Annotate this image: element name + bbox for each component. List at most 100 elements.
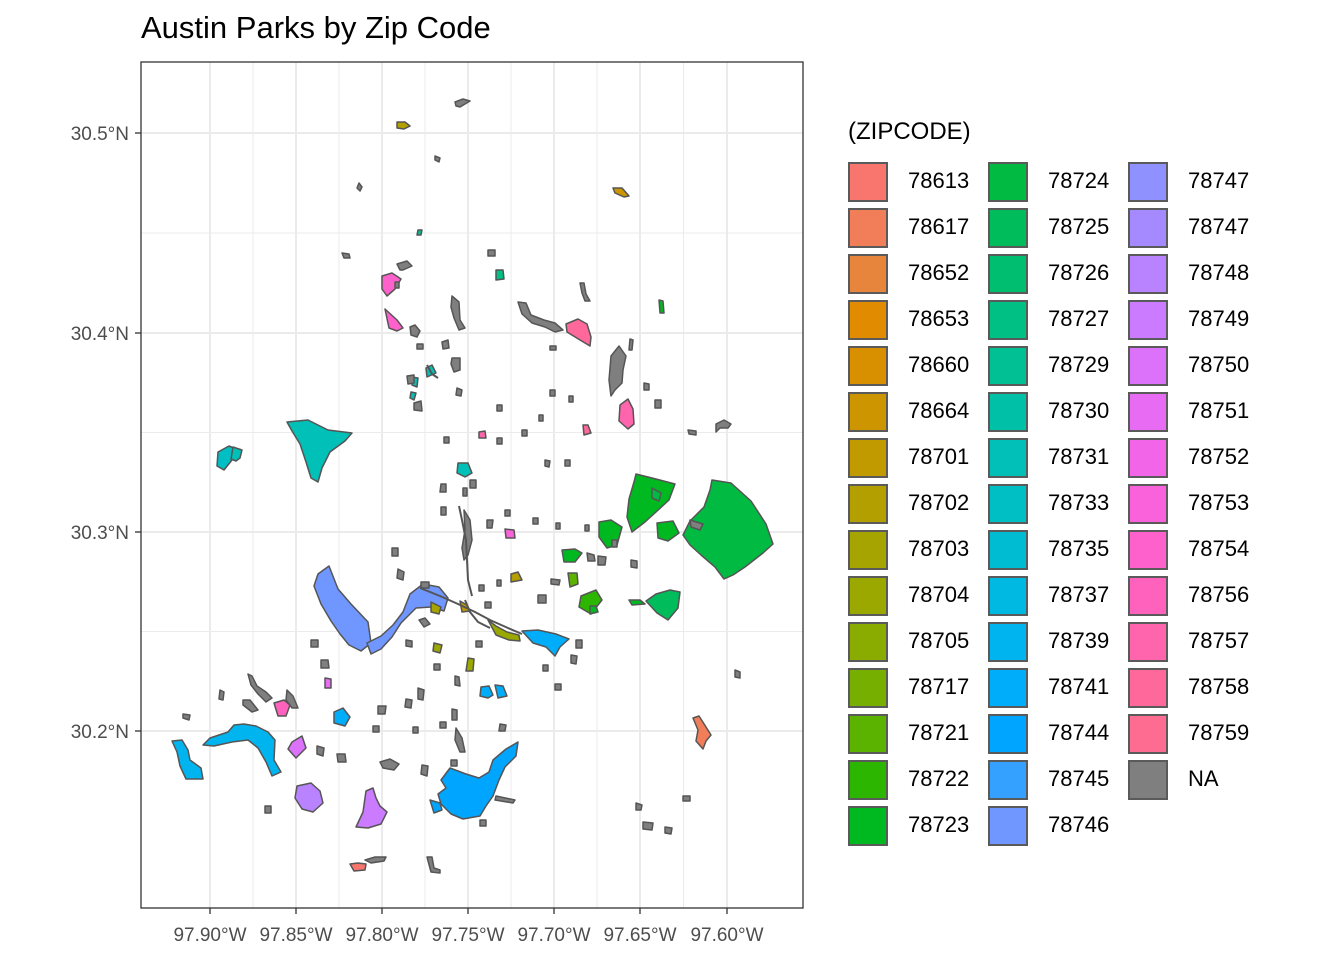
legend-key-swatch (848, 759, 888, 800)
legend-label: 78702 (908, 490, 970, 515)
legend-key-swatch (1128, 575, 1168, 616)
legend-label: 78748 (1188, 260, 1250, 285)
park-polygon (434, 155, 441, 163)
legend-label: 78617 (908, 214, 970, 239)
park-polygon (396, 260, 413, 271)
x-tick-label: 97.60°W (690, 925, 763, 946)
park-polygon (532, 517, 539, 525)
park-polygon (561, 548, 583, 563)
legend-key-swatch (848, 207, 888, 248)
park-polygon (504, 528, 516, 539)
legend-label: 78704 (908, 582, 970, 607)
park-polygon (555, 522, 561, 530)
park-polygon (628, 338, 634, 351)
legend-item: 78705 (848, 618, 988, 664)
park-polygon (597, 555, 607, 566)
park-polygon (313, 565, 372, 652)
park-polygon (418, 617, 431, 628)
legend-item: 78702 (848, 480, 988, 526)
legend-item: 78759 (1128, 710, 1268, 756)
legend-item: 78653 (848, 296, 988, 342)
park-polygon (202, 723, 282, 777)
park-polygon (554, 683, 562, 691)
panel-border (140, 61, 804, 909)
park-polygon (432, 642, 443, 654)
legend-item: 78725 (988, 204, 1128, 250)
legend-label: 78758 (1188, 674, 1250, 699)
park-polygon (433, 663, 441, 671)
park-polygon (287, 735, 307, 759)
legend-item: 78758 (1128, 664, 1268, 710)
y-axis: 30.5°N 30.4°N 30.3°N 30.2°N (71, 124, 141, 743)
legend-key-swatch (1128, 207, 1168, 248)
park-polygon (462, 487, 468, 497)
legend-item: 78733 (988, 480, 1128, 526)
x-tick-label: 97.65°W (603, 925, 676, 946)
legend-label: 78752 (1188, 444, 1250, 469)
park-polygon (504, 509, 511, 517)
park-polygon (521, 629, 570, 657)
park-polygon (612, 187, 630, 198)
legend-key-swatch (1128, 759, 1168, 800)
legend-key-swatch (848, 575, 888, 616)
park-polygon (654, 399, 662, 409)
park-polygon (420, 764, 429, 777)
park-polygon (366, 583, 449, 655)
park-polygon (565, 318, 592, 347)
park-polygon (456, 462, 473, 478)
river-trail-line (458, 505, 473, 597)
legend-key-swatch (988, 253, 1028, 294)
park-polygon (454, 675, 461, 687)
legend-label: 78723 (908, 812, 970, 837)
legend-label: 78653 (908, 306, 970, 331)
park-polygon (478, 430, 487, 439)
park-polygon (589, 605, 599, 615)
park-polygon (608, 345, 627, 397)
legend-label: 78750 (1188, 352, 1250, 377)
park-polygon (310, 639, 319, 648)
legend-label: 78739 (1048, 628, 1110, 653)
park-polygon (544, 459, 551, 468)
legend-item: 78748 (1128, 250, 1268, 296)
park-polygon (384, 308, 404, 332)
park-polygon (454, 98, 471, 108)
park-polygon (439, 483, 447, 493)
park-polygon (356, 182, 363, 192)
legend-item: 78703 (848, 526, 988, 572)
legend-key-swatch (1128, 299, 1168, 340)
legend-item: 78735 (988, 526, 1128, 572)
legend-label: 78701 (908, 444, 970, 469)
park-polygon (567, 572, 579, 588)
park-polygon (182, 713, 191, 721)
park-polygon (626, 473, 676, 533)
park-polygon (658, 299, 665, 314)
legend-key-swatch (1128, 161, 1168, 202)
legend-label: 78717 (908, 674, 970, 699)
legend-key-swatch (988, 483, 1028, 524)
legend-columns: 78613 78617 78652 78653 78660 78664 78701 78702… (848, 158, 1268, 848)
legend-item: 78731 (988, 434, 1128, 480)
park-polygon (409, 324, 421, 338)
park-polygon (437, 741, 519, 820)
park-polygon (618, 398, 635, 430)
legend-label: 78725 (1048, 214, 1110, 239)
park-polygon (409, 391, 417, 401)
park-polygon (381, 272, 402, 297)
park-polygon (417, 687, 425, 701)
park-polygon (454, 727, 466, 753)
legend-key-swatch (1128, 713, 1168, 754)
park-polygon (628, 599, 646, 606)
legend-item: NA (1128, 756, 1268, 802)
legend-key-swatch (988, 621, 1028, 662)
legend-label: 78733 (1048, 490, 1110, 515)
park-polygon (413, 400, 423, 412)
legend-key-swatch (848, 161, 888, 202)
park-polygon (264, 805, 272, 814)
park-polygon (377, 705, 387, 715)
park-polygon (451, 708, 458, 721)
park-polygon (575, 639, 583, 649)
legend-item: 78753 (1128, 480, 1268, 526)
legend-item: 78729 (988, 342, 1128, 388)
legend-item: 78751 (1128, 388, 1268, 434)
